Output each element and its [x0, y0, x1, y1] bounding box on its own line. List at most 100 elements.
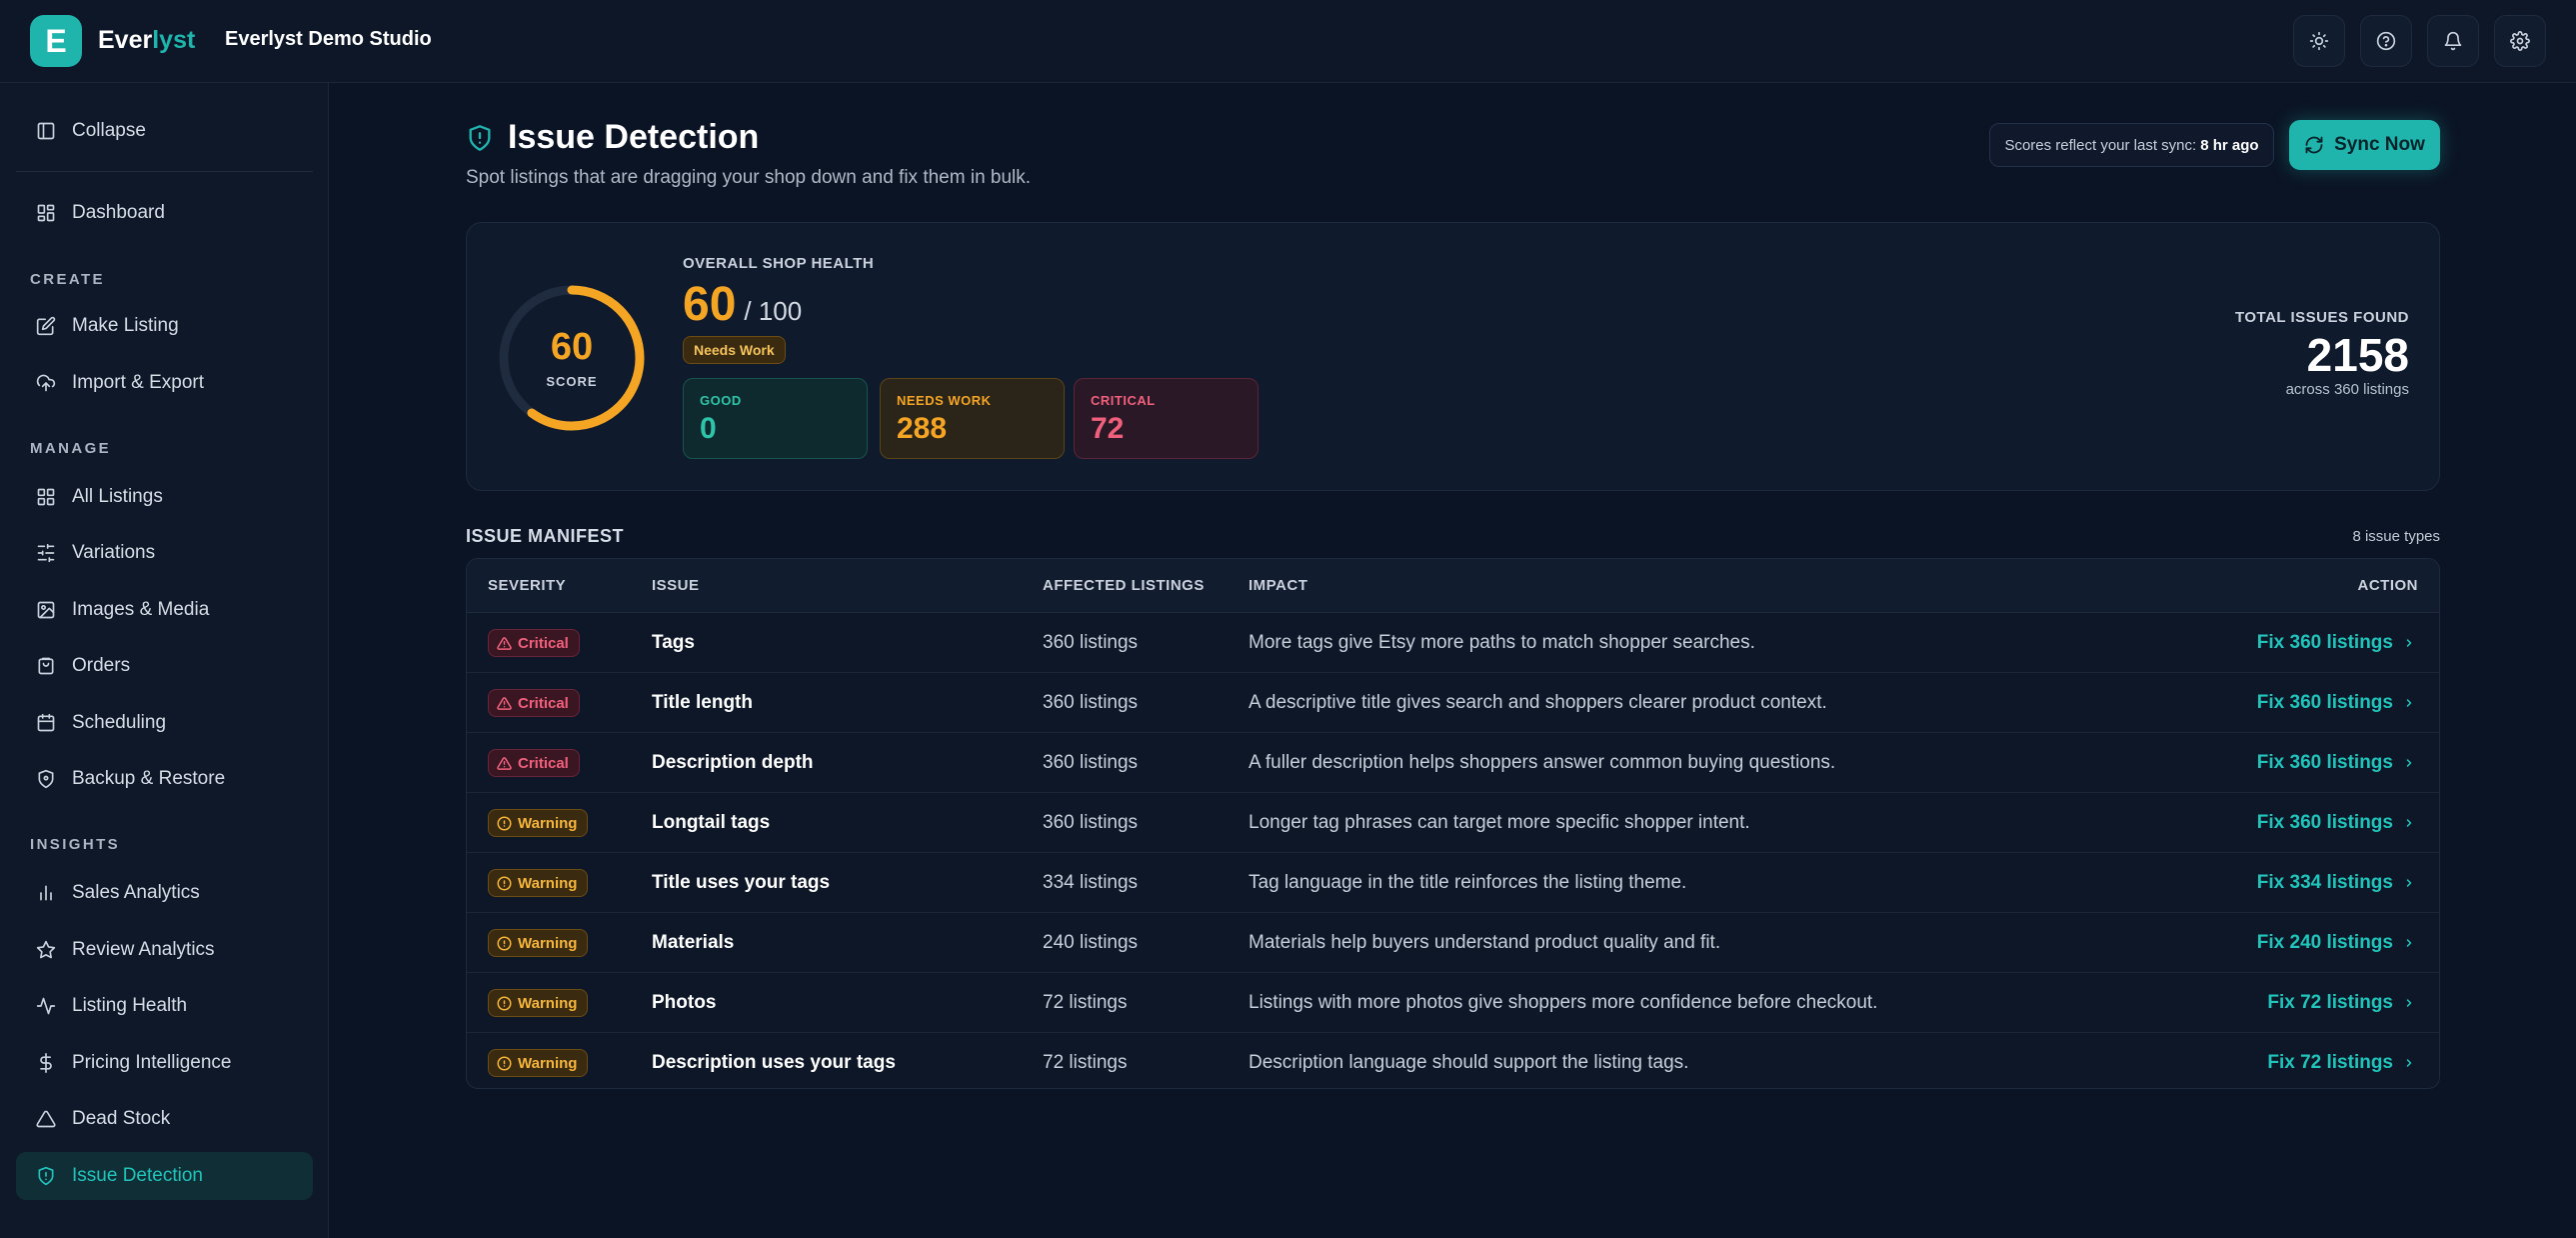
- sidebar-item-label: Variations: [72, 542, 156, 563]
- issue-name: Description uses your tags: [652, 1052, 896, 1073]
- sidebar-item-backup-restore[interactable]: Backup & Restore: [16, 755, 313, 803]
- fix-button[interactable]: Fix 360 listings: [2257, 752, 2415, 774]
- sync-now-label: Sync Now: [2334, 134, 2425, 155]
- column-header-impact[interactable]: IMPACT: [1249, 577, 1308, 594]
- severity-label: Warning: [518, 814, 578, 832]
- help-button[interactable]: [2360, 15, 2412, 67]
- fix-button[interactable]: Fix 360 listings: [2257, 632, 2415, 654]
- chevron-right-icon: [2406, 639, 2412, 647]
- sync-now-button[interactable]: Sync Now: [2289, 120, 2440, 170]
- issue-type-count: 8 issue types: [2352, 528, 2440, 545]
- settings-button[interactable]: [2494, 15, 2546, 67]
- sidebar-item-scheduling[interactable]: Scheduling: [16, 699, 313, 747]
- sidebar: Collapse Dashboard CREATE Make Listing I…: [0, 83, 329, 1238]
- brand-main: Ever: [98, 26, 153, 54]
- fix-button-label: Fix 334 listings: [2256, 872, 2393, 893]
- severity-badge: Warning: [488, 869, 589, 897]
- gear-icon: [2510, 31, 2530, 51]
- warning-triangle-icon: [497, 696, 512, 710]
- sidebar-item-import-export[interactable]: Import & Export: [16, 359, 313, 407]
- total-issues-label: TOTAL ISSUES FOUND: [2234, 309, 2409, 326]
- theme-toggle-button[interactable]: [2293, 15, 2345, 67]
- issue-impact: A descriptive title gives search and sho…: [1249, 692, 1827, 713]
- fix-button-label: Fix 72 listings: [2267, 1052, 2393, 1073]
- sidebar-item-orders[interactable]: Orders: [16, 642, 313, 690]
- fix-button[interactable]: Fix 240 listings: [2257, 932, 2415, 954]
- fix-button[interactable]: Fix 360 listings: [2257, 692, 2415, 714]
- fix-button[interactable]: Fix 72 listings: [2267, 1052, 2415, 1074]
- issue-name: Photos: [652, 992, 717, 1013]
- severity-badge: Critical: [488, 749, 580, 777]
- health-score-label: SCORE: [546, 373, 598, 389]
- collapse-button[interactable]: Collapse: [16, 107, 313, 155]
- sidebar-item-make-listing[interactable]: Make Listing: [16, 302, 313, 350]
- total-issues-value: 2158: [2306, 329, 2409, 381]
- fix-button-label: Fix 360 listings: [2256, 812, 2393, 833]
- column-header-issue[interactable]: ISSUE: [652, 577, 700, 594]
- fix-button[interactable]: Fix 334 listings: [2257, 872, 2415, 894]
- sidebar-item-label: Dead Stock: [72, 1108, 171, 1129]
- issue-impact: Longer tag phrases can target more speci…: [1249, 812, 1750, 833]
- star-icon: [36, 940, 56, 959]
- total-issues-sub: across 360 listings: [2285, 380, 2409, 398]
- chevron-right-icon: [2406, 759, 2412, 767]
- severity-badge: Warning: [488, 989, 589, 1017]
- sidebar-item-label: Backup & Restore: [72, 768, 226, 789]
- needs-work-label: NEEDS WORK: [897, 393, 992, 408]
- chevron-right-icon: [2406, 1059, 2412, 1067]
- sidebar-item-label: Listing Health: [72, 995, 188, 1016]
- calendar-icon: [37, 713, 55, 732]
- notifications-button[interactable]: [2427, 15, 2479, 67]
- fix-button-label: Fix 360 listings: [2256, 692, 2393, 713]
- sidebar-item-issue-detection[interactable]: Issue Detection: [16, 1152, 313, 1200]
- needs-work-value: 288: [897, 412, 948, 445]
- sync-status-label: Scores reflect your last sync:: [2004, 136, 2197, 154]
- sidebar-item-sales-analytics[interactable]: Sales Analytics: [16, 869, 313, 917]
- sidebar-item-all-listings[interactable]: All Listings: [16, 473, 313, 521]
- issue-impact: Tag language in the title reinforces the…: [1249, 872, 1687, 893]
- severity-badge: Warning: [488, 929, 589, 957]
- fix-button[interactable]: Fix 360 listings: [2257, 812, 2415, 834]
- app-logo[interactable]: E: [30, 15, 82, 67]
- good-count-card: GOOD 0: [683, 378, 868, 459]
- severity-label: Warning: [518, 874, 578, 892]
- sidebar-item-dead-stock[interactable]: Dead Stock: [16, 1095, 313, 1143]
- alert-circle-icon: [497, 996, 512, 1010]
- affected-listings: 334 listings: [1043, 872, 1139, 893]
- issue-name: Title uses your tags: [652, 872, 831, 893]
- alert-circle-icon: [497, 1056, 512, 1070]
- cloud-upload-icon: [36, 374, 56, 392]
- top-bar: E Everlyst Everlyst Demo Studio: [0, 0, 2576, 83]
- issue-impact: Listings with more photos give shoppers …: [1249, 992, 1878, 1013]
- sidebar-item-label: Import & Export: [72, 372, 204, 393]
- page-title-text: Issue Detection: [508, 118, 760, 156]
- health-score-ring: [499, 285, 645, 431]
- sidebar-item-label: All Listings: [72, 486, 163, 507]
- severity-label: Critical: [518, 694, 569, 712]
- sync-status-time: 8 hr ago: [2200, 136, 2259, 154]
- sidebar-item-variations[interactable]: Variations: [16, 529, 313, 577]
- table-row: Critical Description depth 360 listings A f…: [467, 733, 2439, 793]
- severity-label: Critical: [518, 634, 569, 652]
- sidebar-item-listing-health[interactable]: Listing Health: [16, 982, 313, 1030]
- critical-label: CRITICAL: [1091, 393, 1156, 408]
- fix-button[interactable]: Fix 72 listings: [2267, 992, 2415, 1014]
- column-header-affected[interactable]: AFFECTED LISTINGS: [1043, 577, 1205, 594]
- sidebar-item-images-media[interactable]: Images & Media: [16, 586, 313, 634]
- affected-listings: 240 listings: [1043, 932, 1139, 953]
- sidebar-item-dashboard[interactable]: Dashboard: [16, 189, 313, 237]
- sidebar-item-pricing-intelligence[interactable]: Pricing Intelligence: [16, 1039, 313, 1087]
- chevron-right-icon: [2406, 999, 2412, 1007]
- affected-listings: 360 listings: [1043, 692, 1139, 713]
- shopping-bag-icon: [38, 657, 54, 675]
- collapse-label: Collapse: [72, 120, 146, 141]
- critical-value: 72: [1091, 412, 1125, 445]
- warning-triangle-icon: [497, 636, 512, 650]
- issue-name: Tags: [652, 632, 695, 653]
- affected-listings: 360 listings: [1043, 632, 1139, 653]
- sidebar-item-review-analytics[interactable]: Review Analytics: [16, 926, 313, 974]
- section-insights: INSIGHTS: [30, 836, 121, 853]
- column-header-severity[interactable]: SEVERITY: [488, 577, 567, 594]
- table-row: Warning Materials 240 listings Materials he…: [467, 913, 2439, 973]
- health-score-value: 60: [550, 325, 594, 368]
